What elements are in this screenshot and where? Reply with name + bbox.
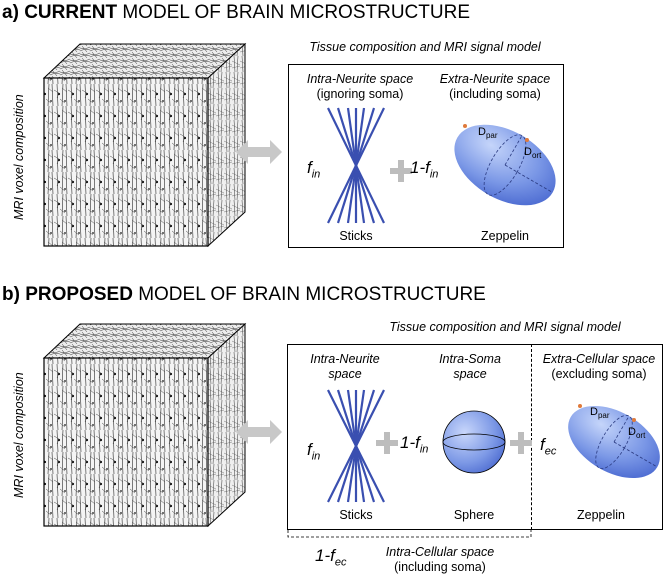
panel-a-intra-neurite-title-main: Intra-Neurite space — [306, 72, 414, 86]
panel-b-intra-soma-line1: Intra-Soma — [439, 352, 501, 366]
panel-a-dpar-label: Dpar — [478, 126, 498, 140]
panel-b-extra-cellular-sub: (excluding soma) — [551, 367, 647, 381]
panel-a-fraction-1-fin: 1-fin — [410, 158, 438, 180]
panel-a-extra-neurite-title-main: Extra-Neurite space — [439, 72, 551, 86]
panel-a-dpar-sub: par — [485, 131, 498, 141]
panel-b-intra-soma-title: Intra-Soma space — [425, 352, 515, 382]
panel-a-sticks-shape — [327, 107, 385, 224]
panel-a-prefix: a) — [2, 2, 19, 23]
panel-b-fraction-fin: fin — [307, 440, 320, 462]
panel-a-intra-neurite-title: Intra-Neurite space (ignoring soma) — [295, 72, 425, 102]
panel-b-box-title: Tissue composition and MRI signal model — [389, 320, 621, 334]
panel-a-extra-neurite-title-sub: (including soma) — [449, 87, 541, 101]
panel-b-extra-cellular-title: Extra-Cellular space (excluding soma) — [534, 352, 664, 382]
panel-b-dpar-label: Dpar — [590, 406, 610, 420]
panel-b-fin-base: f — [307, 440, 312, 459]
panel-b-sticks-shape — [327, 389, 385, 503]
panel-a-1-fin-sub: in — [429, 168, 439, 181]
panel-b-intracellular-bracket — [287, 530, 532, 538]
panel-b-fraction-fec: fec — [540, 435, 556, 457]
panel-b-zeppelin-name: Zeppelin — [577, 508, 625, 522]
panel-b-fec-sub: ec — [544, 445, 557, 458]
panel-b-divider — [531, 344, 532, 530]
panel-a-heading: a) CURRENT MODEL OF BRAIN MICROSTRUCTURE — [2, 2, 470, 24]
panel-a-dpar-base: D — [478, 126, 486, 138]
panel-b-heading: b) PROPOSED MODEL OF BRAIN MICROSTRUCTUR… — [2, 284, 486, 306]
panel-b-1-fin-base: 1-f — [400, 433, 420, 452]
panel-b-dort-sub: ort — [635, 431, 646, 441]
panel-b-fraction-1-fin: 1-fin — [400, 433, 428, 455]
panel-b-voxel-cube — [42, 322, 247, 528]
panel-a-intra-neurite-title-sub: (ignoring soma) — [316, 87, 404, 101]
panel-b-intra-neurite-line2: space — [328, 367, 362, 381]
panel-a-dort-sub: ort — [531, 151, 542, 161]
panel-a-dort-label: Dort — [524, 146, 541, 160]
panel-a-heading-bold: CURRENT — [24, 2, 118, 23]
panel-b-fec-base: f — [540, 435, 545, 454]
panel-b-fraction-1-fec: 1-fec — [315, 546, 346, 568]
panel-b-dort-base: D — [628, 426, 636, 438]
panel-b-dpar-sub: par — [597, 411, 610, 421]
panel-b-intracellular-title: Intra-Cellular space (including soma) — [370, 545, 510, 575]
panel-a-1-fin-base: 1-f — [410, 158, 430, 177]
panel-b-prefix: b) — [2, 284, 20, 305]
panel-b-dort-label: Dort — [628, 426, 645, 440]
panel-a-fin-base: f — [307, 158, 312, 177]
panel-b-intra-neurite-line1: Intra-Neurite — [310, 352, 380, 366]
panel-b-voxel-label: MRI voxel composition — [12, 372, 26, 498]
panel-a-voxel-label: MRI voxel composition — [12, 94, 26, 220]
panel-a-plus-icon — [390, 160, 412, 182]
panel-b-intracellular-main: Intra-Cellular space — [385, 545, 495, 559]
panel-b-intra-neurite-title: Intra-Neurite space — [300, 352, 390, 382]
panel-a-voxel-cube — [42, 42, 247, 248]
panel-a-double-arrow-icon — [236, 140, 282, 164]
panel-b-plus-icon-1 — [376, 432, 398, 454]
panel-a-model-box — [288, 64, 564, 248]
panel-b-1-fec-base: 1-f — [315, 546, 335, 565]
panel-b-double-arrow-icon — [236, 420, 282, 444]
panel-b-heading-rest: MODEL OF BRAIN MICROSTRUCTURE — [138, 284, 486, 305]
panel-a-sticks-name: Sticks — [339, 229, 373, 243]
panel-b-intracellular-sub: (including soma) — [394, 560, 486, 574]
panel-b-fin-sub: in — [311, 450, 321, 463]
panel-a-zeppelin-name: Zeppelin — [481, 229, 529, 243]
panel-a-extra-neurite-title: Extra-Neurite space (including soma) — [430, 72, 560, 102]
panel-b-1-fin-sub: in — [419, 443, 429, 456]
panel-a-box-title: Tissue composition and MRI signal model — [309, 40, 541, 54]
panel-a-dort-base: D — [524, 146, 532, 158]
panel-a-fin-sub: in — [311, 168, 321, 181]
panel-b-1-fec-sub: ec — [334, 556, 347, 569]
panel-b-zeppelin-shape — [568, 404, 660, 479]
panel-b-sphere-shape — [442, 410, 506, 474]
panel-a-zeppelin-shape — [454, 124, 556, 206]
panel-b-model-box — [287, 344, 663, 530]
panel-b-extra-cellular-main: Extra-Cellular space — [542, 352, 656, 366]
panel-b-dpar-base: D — [590, 406, 598, 418]
panel-a-fraction-fin: fin — [307, 158, 320, 180]
panel-b-heading-bold: PROPOSED — [25, 284, 133, 305]
panel-b-plus-icon-2 — [510, 432, 532, 454]
panel-a-heading-rest: MODEL OF BRAIN MICROSTRUCTURE — [122, 2, 470, 23]
panel-b-sticks-name: Sticks — [339, 508, 373, 522]
panel-b-sphere-name: Sphere — [453, 508, 495, 522]
panel-b-intra-soma-line2: space — [453, 367, 487, 381]
